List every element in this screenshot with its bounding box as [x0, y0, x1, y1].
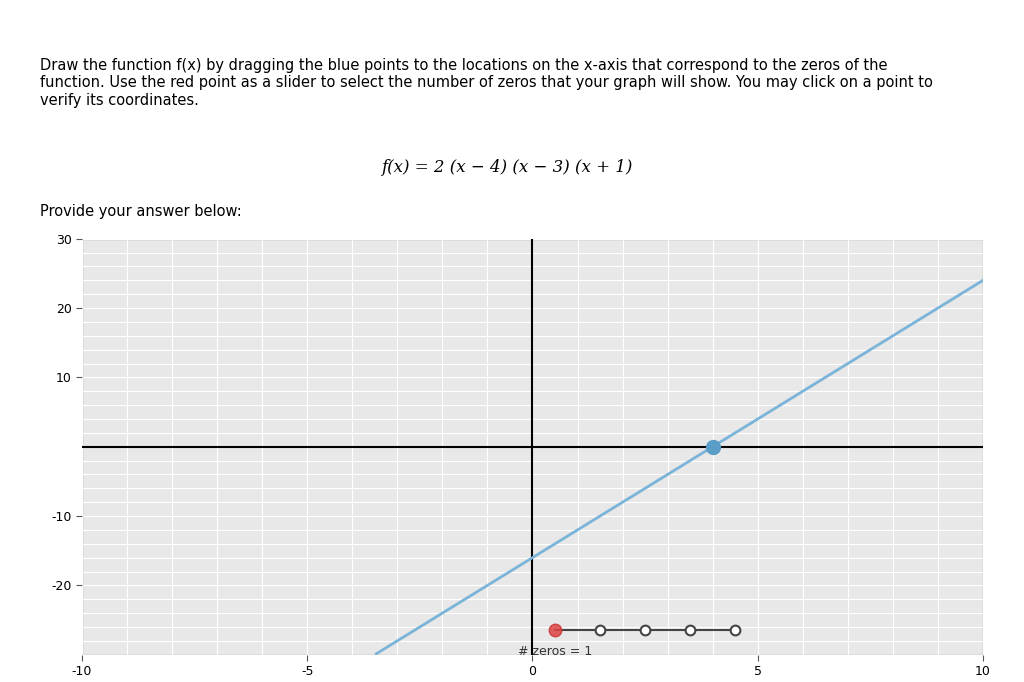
Text: Draw the function f(x) by dragging the blue points to the locations on the x-axi: Draw the function f(x) by dragging the b… — [40, 58, 933, 108]
Text: # zeros = 1: # zeros = 1 — [518, 644, 592, 657]
Bar — [82, 239, 983, 655]
Text: Provide your answer below:: Provide your answer below: — [40, 204, 242, 219]
Text: f(x) = 2 (x − 4) (x − 3) (x + 1): f(x) = 2 (x − 4) (x − 3) (x + 1) — [381, 159, 633, 176]
